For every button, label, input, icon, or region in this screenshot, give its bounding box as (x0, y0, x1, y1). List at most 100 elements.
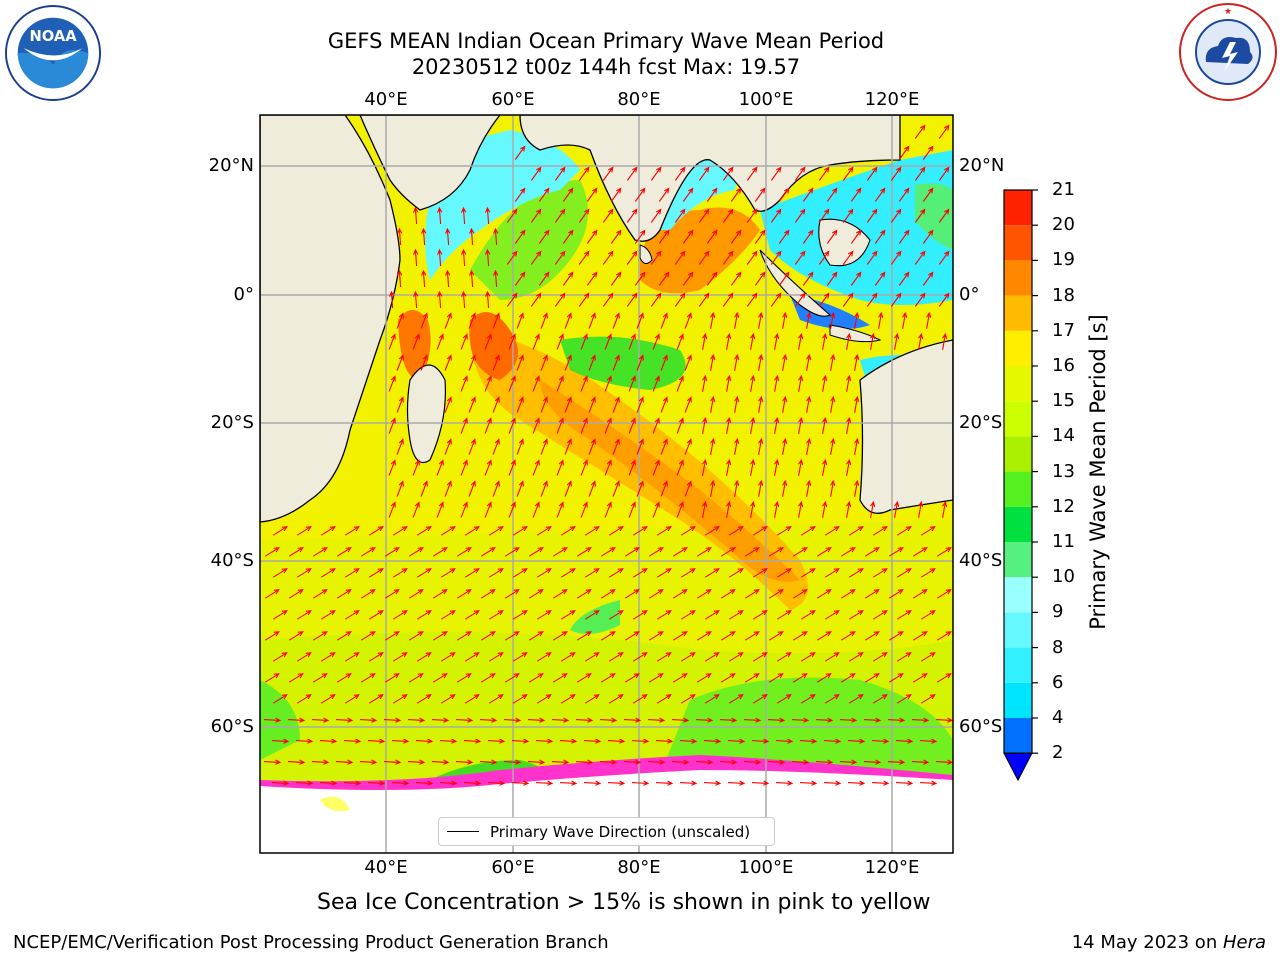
wave-direction-arrow (493, 269, 499, 288)
wave-direction-arrow (674, 166, 686, 181)
wave-direction-arrow (895, 738, 914, 744)
wave-direction-arrow (413, 248, 419, 267)
wave-direction-arrow (768, 589, 784, 599)
wave-direction-arrow (492, 312, 500, 329)
wave-direction-arrow (493, 227, 499, 246)
wave-direction-arrow (584, 610, 600, 620)
wave-direction-arrow (456, 673, 472, 683)
wave-direction-arrow (488, 568, 504, 578)
wave-direction-arrow (626, 250, 638, 265)
wave-direction-arrow (626, 292, 638, 307)
wave-direction-arrow (698, 166, 710, 181)
wave-direction-arrow (798, 374, 804, 392)
wave-direction-arrow (888, 547, 904, 557)
colorbar-swatch (1004, 436, 1032, 472)
wave-direction-arrow (516, 312, 524, 329)
wave-direction-arrow (388, 501, 396, 518)
wave-direction-arrow (464, 610, 480, 620)
wave-direction-arrow (528, 547, 544, 557)
wave-direction-arrow (650, 208, 662, 223)
wave-direction-arrow (335, 759, 354, 765)
wave-direction-arrow (415, 738, 434, 744)
wave-direction-arrow (432, 589, 448, 599)
wave-direction-arrow (412, 501, 420, 518)
wave-direction-arrow (936, 589, 952, 599)
wave-direction-arrow (344, 568, 360, 578)
wave-direction-arrow (576, 673, 592, 683)
wave-direction-arrow (624, 673, 640, 683)
wave-direction-arrow (599, 759, 618, 765)
wave-direction-arrow (559, 738, 578, 744)
wave-direction-arrow (775, 780, 794, 786)
wave-direction-arrow (532, 459, 540, 476)
wave-direction-arrow (890, 250, 902, 265)
colorbar-tick-label: 17 (1052, 319, 1075, 341)
wave-direction-arrow (528, 673, 544, 683)
wave-direction-arrow (842, 250, 854, 265)
wave-direction-arrow (830, 353, 836, 371)
colorbar-swatch (1004, 401, 1032, 437)
wave-direction-arrow (806, 395, 812, 413)
wave-direction-arrow (778, 229, 790, 244)
wave-direction-arrow (746, 292, 758, 307)
legend-label: Primary Wave Direction (unscaled) (490, 823, 751, 841)
wave-direction-arrow (562, 229, 574, 244)
wave-direction-arrow (656, 526, 672, 536)
wave-direction-arrow (774, 416, 780, 434)
wave-direction-arrow (564, 312, 572, 329)
wave-direction-arrow (864, 673, 880, 683)
wave-direction-arrow (514, 145, 526, 160)
wave-direction-arrow (271, 780, 290, 786)
wave-direction-arrow (508, 333, 516, 350)
wave-direction-arrow (752, 526, 768, 536)
wave-direction-arrow (706, 187, 718, 202)
wave-direction-arrow (516, 396, 524, 413)
wave-direction-arrow (776, 568, 792, 578)
wave-direction-arrow (871, 780, 890, 786)
wave-direction-arrow (488, 652, 504, 662)
wave-direction-arrow (514, 187, 526, 202)
wave-direction-arrow (580, 459, 588, 476)
wave-direction-arrow (538, 229, 550, 244)
wave-direction-arrow (826, 271, 838, 286)
wave-direction-arrow (624, 547, 640, 557)
wave-direction-arrow (396, 480, 404, 497)
wave-direction-arrow (680, 694, 696, 704)
wave-direction-arrow (408, 631, 424, 641)
wave-direction-arrow (728, 694, 744, 704)
wave-direction-arrow (624, 631, 640, 641)
wave-direction-arrow (684, 396, 692, 413)
wave-direction-arrow (584, 652, 600, 662)
wave-direction-arrow (754, 271, 766, 286)
wave-direction-arrow (432, 631, 448, 641)
wave-direction-arrow (602, 208, 614, 223)
wave-direction-arrow (264, 547, 280, 557)
wave-direction-arrow (580, 417, 588, 434)
colorbar-tick-label: 6 (1052, 671, 1064, 693)
map-frame (259, 114, 954, 854)
wave-direction-arrow (540, 480, 548, 497)
wave-direction-arrow (628, 417, 636, 434)
wave-direction-arrow (680, 526, 696, 536)
wave-direction-arrow (872, 526, 888, 536)
colorbar-swatch (1004, 542, 1032, 578)
wave-direction-arrow (776, 610, 792, 620)
wave-direction-arrow (890, 208, 902, 223)
wave-direction-arrow (894, 500, 900, 518)
wave-direction-arrow (413, 290, 419, 309)
wave-direction-arrow (744, 589, 760, 599)
madagascar-landmass (406, 364, 446, 464)
wave-direction-arrow (848, 694, 864, 704)
wave-direction-arrow (460, 333, 468, 350)
wave-direction-arrow (554, 292, 566, 307)
wave-direction-arrow (416, 526, 432, 536)
wave-direction-arrow (840, 589, 856, 599)
wave-direction-arrow (722, 208, 734, 223)
wave-direction-arrow (660, 312, 668, 329)
wave-direction-arrow (854, 395, 860, 413)
wave-direction-arrow (554, 208, 566, 223)
wave-direction-arrow (652, 417, 660, 434)
wave-direction-arrow (439, 780, 458, 786)
wave-direction-arrow (492, 396, 500, 413)
